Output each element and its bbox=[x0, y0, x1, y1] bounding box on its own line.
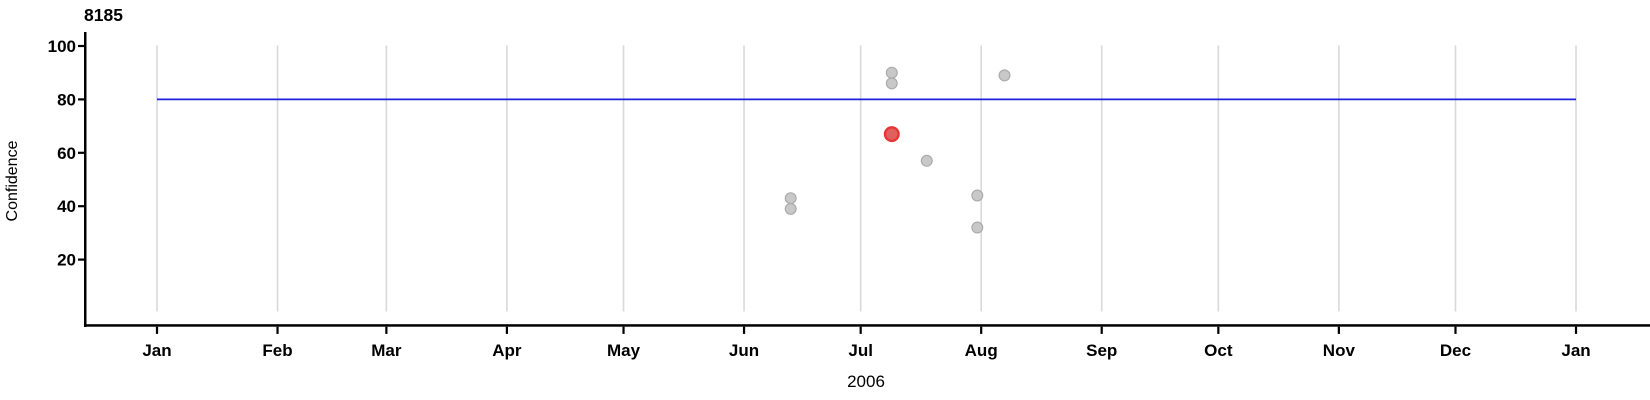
data-point bbox=[784, 192, 797, 205]
y-axis-tick bbox=[78, 44, 85, 48]
y-axis-tick-label: 100 bbox=[48, 37, 76, 56]
y-axis-ticks: 100 80 60 40 20 bbox=[48, 37, 85, 270]
x-axis-tick bbox=[1100, 326, 1103, 334]
points-layer bbox=[784, 66, 1011, 234]
x-axis-tick bbox=[859, 326, 862, 334]
x-axis-month-label: Apr bbox=[492, 341, 522, 360]
data-point bbox=[784, 202, 797, 215]
x-axis-month-label: Oct bbox=[1204, 341, 1233, 360]
x-axis-tick bbox=[622, 326, 625, 334]
x-axis-month-label: Jun bbox=[729, 341, 759, 360]
x-axis-tick bbox=[155, 326, 159, 334]
x-axis-tick bbox=[980, 326, 983, 334]
x-axis-tick bbox=[505, 326, 508, 334]
gridlines-layer bbox=[156, 45, 1577, 312]
y-axis-line bbox=[84, 32, 87, 327]
x-axis-month-label: Mar bbox=[371, 341, 402, 360]
data-point bbox=[920, 154, 933, 167]
y-axis-tick-label: 40 bbox=[57, 197, 76, 216]
y-axis-tick-label: 80 bbox=[57, 90, 76, 109]
x-axis-tick bbox=[276, 326, 279, 334]
x-axis-tick bbox=[742, 326, 746, 334]
data-point bbox=[998, 69, 1011, 82]
x-axis-month-label: Jan bbox=[1561, 341, 1590, 360]
y-axis-tick bbox=[78, 205, 85, 208]
x-axis-tick bbox=[1454, 326, 1457, 334]
chart-title: 8185 bbox=[84, 5, 123, 25]
y-axis-tick-label: 60 bbox=[57, 144, 76, 163]
x-axis-ticks: Jan Feb Mar Apr May Jun Jul Aug Sep Oct Nov Dec Jan bbox=[142, 326, 1591, 360]
x-axis-month-label: Nov bbox=[1323, 341, 1356, 360]
x-axis-month-label: May bbox=[607, 341, 641, 360]
y-axis-tick bbox=[78, 98, 85, 101]
x-axis-tick bbox=[385, 326, 388, 334]
data-point bbox=[971, 221, 984, 234]
data-point bbox=[971, 189, 984, 202]
y-axis-tick-label: 20 bbox=[57, 251, 76, 270]
x-axis-year-label: 2006 bbox=[847, 372, 885, 391]
y-axis-tick bbox=[78, 151, 85, 154]
x-axis-month-label: Aug bbox=[965, 341, 998, 360]
x-axis-month-label: Jan bbox=[142, 341, 171, 360]
y-axis-tick bbox=[78, 258, 85, 261]
x-axis-month-label: Jul bbox=[848, 341, 873, 360]
data-point bbox=[885, 77, 898, 90]
x-axis-line bbox=[84, 324, 1650, 327]
y-axis-title: Confidence bbox=[4, 140, 21, 221]
data-point bbox=[885, 66, 898, 79]
x-axis-month-label: Feb bbox=[262, 341, 292, 360]
data-point-highlighted bbox=[883, 126, 900, 143]
x-axis-month-label: Sep bbox=[1086, 341, 1117, 360]
x-axis-month-label: Dec bbox=[1440, 341, 1471, 360]
x-axis-tick bbox=[1337, 326, 1340, 334]
x-axis-tick bbox=[1574, 326, 1578, 334]
x-axis-tick bbox=[1217, 326, 1220, 334]
